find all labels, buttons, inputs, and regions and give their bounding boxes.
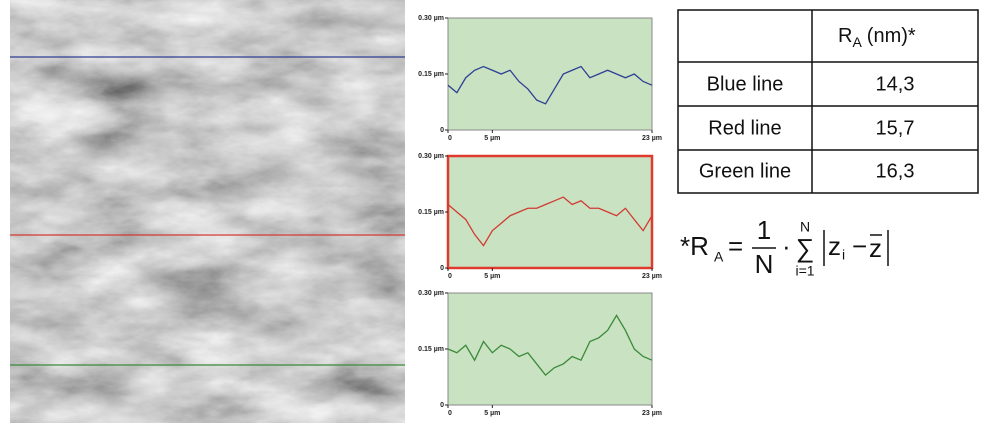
y-tick-label: 0.30 µm	[418, 153, 444, 160]
x-tick-label: 23 µm	[642, 273, 662, 280]
header-unit: (nm)*	[867, 25, 916, 47]
formula: *R A = 1 N · N ∑ i=1 z i − z	[680, 215, 888, 279]
x-tick-label: 5 µm	[484, 410, 500, 417]
x-tick-label: 5 µm	[484, 135, 500, 142]
x-tick-label: 0	[448, 410, 452, 417]
y-tick-label: 0.15 µm	[418, 209, 444, 216]
x-tick-label: 0	[448, 135, 452, 142]
x-tick-label: 0	[448, 273, 452, 280]
formula-den: N	[755, 249, 774, 279]
x-tick-label: 5 µm	[484, 273, 500, 280]
row-value: 14,3	[876, 73, 915, 95]
formula-z-sub: i	[842, 247, 845, 263]
formula-lhs: *R	[680, 231, 709, 261]
plot-area	[448, 293, 652, 405]
plot-area	[448, 18, 652, 130]
row-label: Green line	[699, 160, 791, 182]
formula-dot: ·	[782, 231, 791, 261]
y-tick-label: 0	[440, 265, 444, 272]
header-subscript: A	[852, 34, 862, 50]
row-label: Red line	[708, 117, 781, 139]
formula-zbar: z	[869, 233, 882, 263]
row-value: 16,3	[876, 160, 915, 182]
x-tick-label: 23 µm	[642, 135, 662, 142]
formula-sum: ∑	[796, 233, 815, 263]
formula-sum-bottom: i=1	[795, 263, 814, 279]
formula-sub: A	[714, 249, 724, 265]
row-label: Blue line	[707, 73, 784, 95]
formula-z: z	[828, 231, 841, 261]
y-tick-label: 0.15 µm	[418, 346, 444, 353]
y-tick-label: 0.30 µm	[418, 290, 444, 297]
formula-eq: =	[728, 231, 743, 261]
figure: RA(nm)* Blue line 14,3 Red line 15,7 Gre…	[0, 0, 988, 423]
afm-texture	[10, 0, 405, 423]
page: RA(nm)* Blue line 14,3 Red line 15,7 Gre…	[0, 0, 988, 423]
y-tick-label: 0.30 µm	[418, 15, 444, 22]
formula-num: 1	[757, 215, 771, 245]
y-tick-label: 0.15 µm	[418, 71, 444, 78]
formula-minus: −	[852, 231, 867, 261]
header-symbol: R	[838, 25, 852, 47]
y-tick-label: 0	[440, 402, 444, 409]
x-tick-label: 23 µm	[642, 410, 662, 417]
y-tick-label: 0	[440, 127, 444, 134]
row-value: 15,7	[876, 117, 915, 139]
table-header: RA (nm)*	[838, 25, 916, 49]
